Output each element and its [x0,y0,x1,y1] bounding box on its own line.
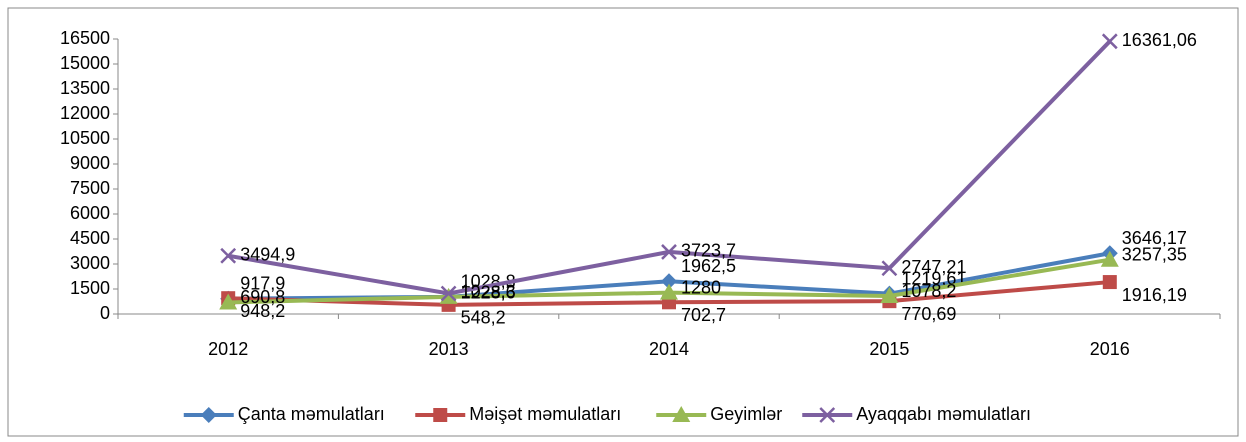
data-point [881,260,898,277]
data-point [440,285,457,302]
data-label: 1028,3 [461,282,516,302]
data-point [1100,250,1119,267]
chart-border [7,7,1239,437]
data-point [220,247,237,264]
data-point [661,273,677,290]
data-label: 3257,35 [1122,244,1187,264]
data-point [219,293,238,310]
data-label: 2747,21 [901,257,966,277]
data-label: 1280 [681,277,721,297]
y-tick-label: 16500 [60,28,110,48]
data-point [439,287,458,304]
y-tick-label: 3000 [70,253,110,273]
data-label: 948,2 [240,301,285,321]
legend-marker [433,408,448,422]
data-label: 1028,8 [461,272,516,292]
y-tick-label: 7500 [70,178,110,198]
data-label: 702,7 [681,305,726,325]
legend-marker [200,407,217,423]
legend-label: Geyimlər [710,404,782,424]
x-tick-label: 2012 [208,339,248,359]
data-label: 1078,2 [901,281,956,301]
y-tick-label: 13500 [60,78,110,98]
x-tick-label: 2016 [1090,339,1130,359]
legend-label: Ayaqqabı məmulatları [856,404,1031,424]
data-label: 3494,9 [240,245,295,265]
data-point [1102,275,1117,290]
data-label: 548,2 [461,308,506,328]
y-tick-label: 0 [100,303,110,323]
data-point [880,287,899,304]
y-tick-label: 10500 [60,128,110,148]
legend-marker [672,406,691,422]
x-tick-label: 2015 [869,339,909,359]
x-tick-label: 2014 [649,339,689,359]
y-tick-label: 12000 [60,103,110,123]
y-tick-label: 6000 [70,203,110,223]
data-label: 1228,6 [461,282,516,302]
legend-marker [819,407,836,423]
y-tick-label: 9000 [70,153,110,173]
data-label: 1219,61 [901,268,966,288]
data-label: 917,9 [240,273,285,293]
data-label: 1962,5 [681,256,736,276]
y-tick-label: 1500 [70,278,110,298]
legend-label: Məişət məmulatları [469,404,621,424]
data-label: 3723,7 [681,241,736,261]
y-tick-label: 4500 [70,228,110,248]
data-label: 16361,06 [1122,30,1197,50]
data-point [1101,33,1118,50]
data-label: 770,69 [901,304,956,324]
data-label: 690,8 [240,287,285,307]
x-tick-label: 2013 [429,339,469,359]
data-point [660,283,678,300]
y-tick-label: 15000 [60,53,110,73]
legend-label: Çanta məmulatları [238,404,385,424]
data-point [661,244,677,260]
data-label: 3646,17 [1122,228,1187,248]
data-label: 1916,19 [1122,285,1187,305]
